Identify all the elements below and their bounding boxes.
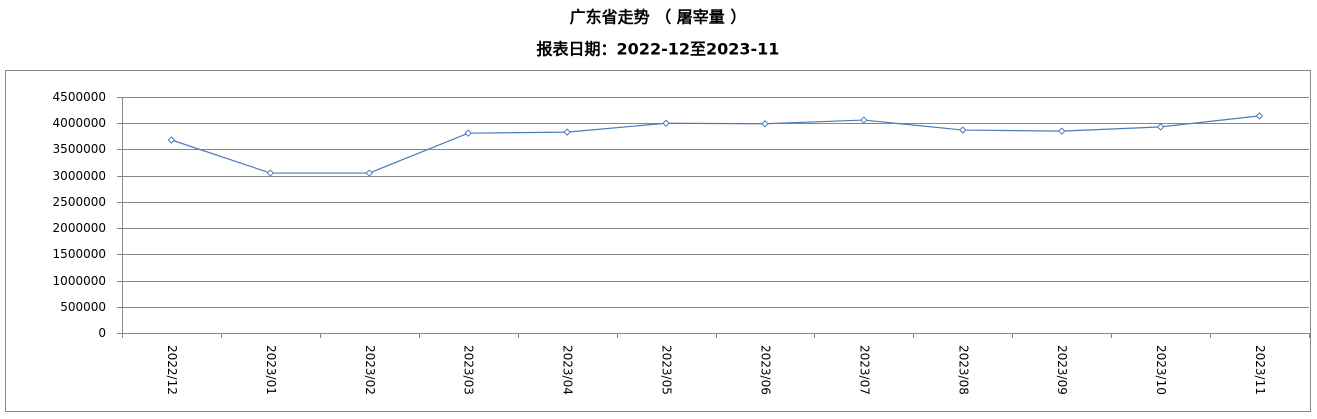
point-marker — [563, 128, 571, 136]
point-marker — [662, 119, 670, 127]
y-tick-label: 1000000 — [53, 274, 106, 288]
x-tick-label: 2023/09 — [1055, 345, 1069, 395]
y-tick-label: 3500000 — [53, 142, 106, 156]
series-line — [171, 115, 1260, 174]
x-tick-label: 2023/06 — [758, 345, 772, 395]
point-marker — [1058, 127, 1066, 135]
y-tick-label: 4500000 — [53, 90, 106, 104]
y-tick-label: 1500000 — [53, 247, 106, 261]
x-tick-label: 2023/10 — [1154, 345, 1168, 395]
y-tick-label: 500000 — [60, 300, 106, 314]
x-tick-label: 2023/11 — [1253, 345, 1267, 395]
point-marker — [365, 169, 373, 177]
point-marker — [761, 120, 769, 128]
point-marker — [860, 116, 868, 124]
chart-frame — [5, 70, 1311, 412]
chart-subtitle: 报表日期：2022-12至2023-11 — [537, 40, 780, 59]
x-tick-label: 2023/05 — [660, 345, 674, 395]
x-tick-label: 2023/03 — [462, 345, 476, 395]
x-tick-label: 2023/01 — [264, 345, 278, 395]
x-tick-label: 2023/04 — [561, 345, 575, 395]
point-marker — [959, 126, 967, 134]
y-tick-label: 2500000 — [53, 195, 106, 209]
point-marker — [1255, 112, 1264, 120]
x-tick-label: 2023/02 — [363, 345, 377, 395]
chart-title: 广东省走势 （ 屠宰量 ） — [570, 8, 747, 27]
point-marker — [167, 136, 176, 144]
point-marker — [1156, 123, 1165, 131]
y-tick-label: 0 — [98, 326, 106, 340]
y-tick-label: 4000000 — [53, 116, 106, 130]
point-marker — [266, 169, 275, 177]
x-tick-label: 2023/08 — [956, 345, 970, 395]
y-tick-label: 3000000 — [53, 169, 106, 183]
point-marker — [464, 129, 472, 137]
x-tick-label: 2022/12 — [165, 345, 179, 395]
y-tick-label: 2000000 — [53, 221, 106, 235]
x-tick-label: 2023/07 — [857, 345, 871, 395]
